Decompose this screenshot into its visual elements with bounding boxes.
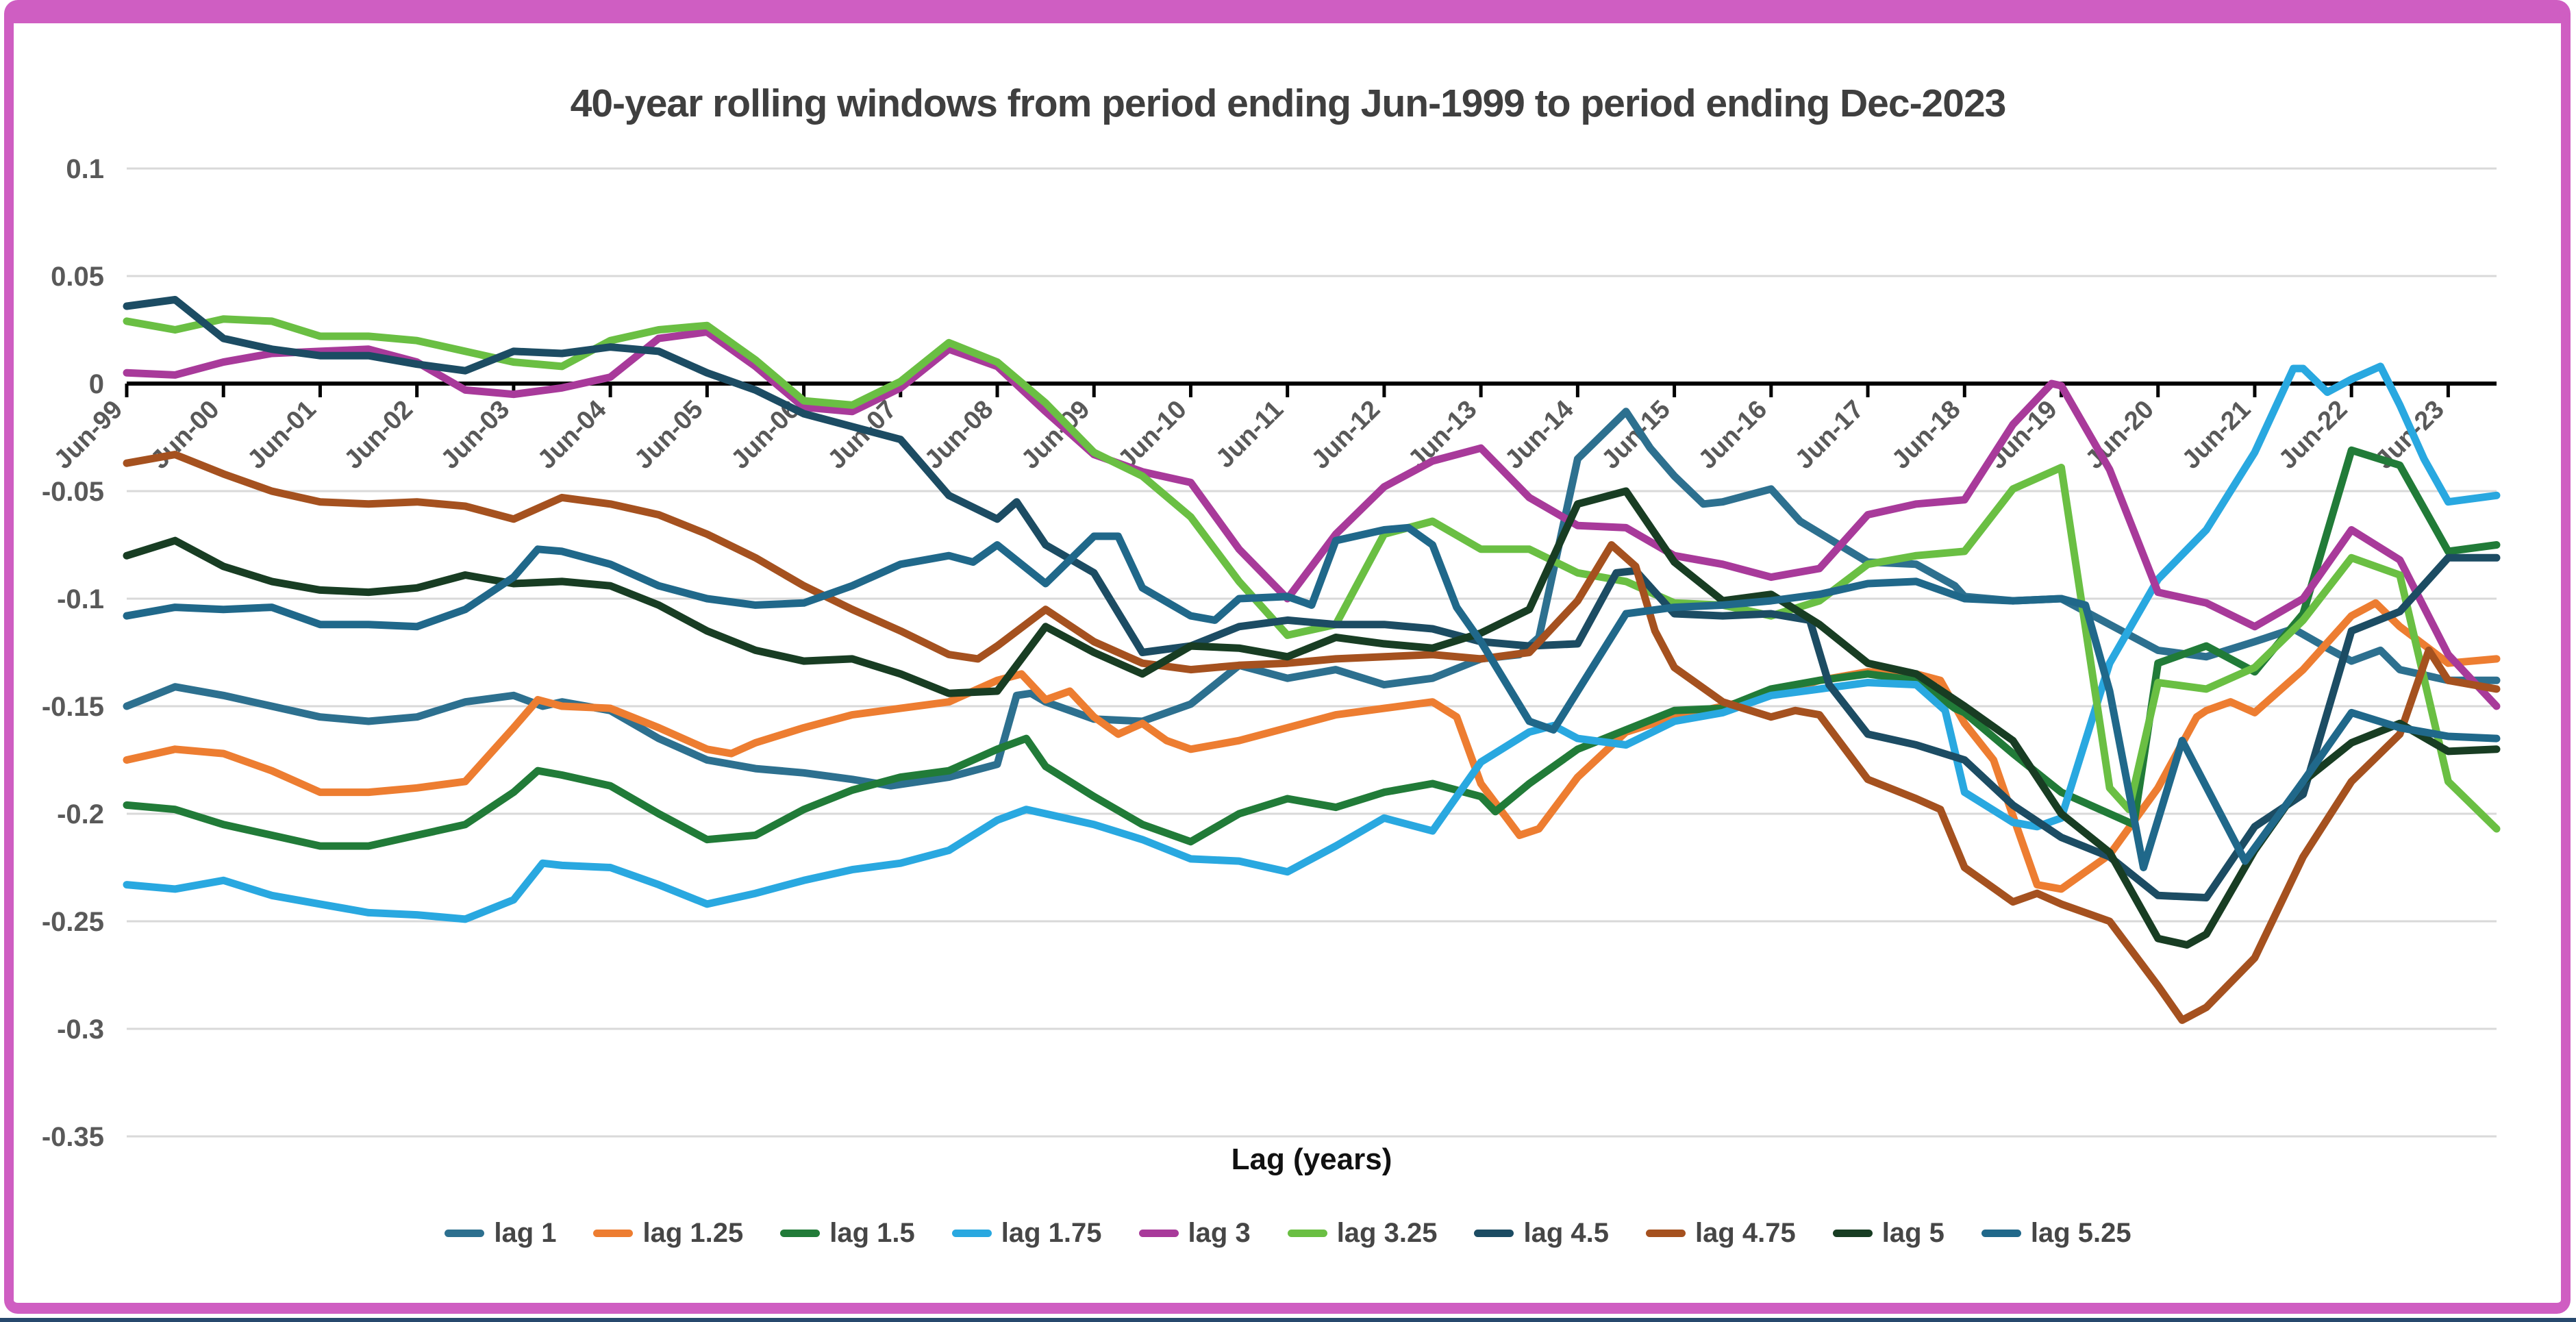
legend-label: lag 3 xyxy=(1188,1218,1251,1248)
legend-swatch xyxy=(951,1230,992,1237)
x-tick-label: Jun-17 xyxy=(1790,395,1869,475)
series-line-lag-3 xyxy=(123,328,2501,710)
legend-label: lag 4.75 xyxy=(1695,1218,1796,1248)
y-tick-label: -0.35 xyxy=(42,1122,104,1152)
legend-label: lag 1.75 xyxy=(1001,1218,1102,1248)
legend-swatch xyxy=(593,1230,634,1237)
window-bottom-edge xyxy=(0,1318,2576,1322)
legend-swatch xyxy=(1287,1230,1327,1237)
legend-item-lag-4-75: lag 4.75 xyxy=(1645,1218,1796,1249)
x-tick-label: Jun-00 xyxy=(145,395,225,475)
x-tick-label: Jun-19 xyxy=(1984,395,2063,475)
series-line-lag-5 xyxy=(123,487,2501,949)
x-tick-label: Jun-11 xyxy=(1210,395,1289,474)
legend-item-lag-1: lag 1 xyxy=(445,1218,556,1249)
x-tick-label: Jun-16 xyxy=(1693,395,1773,475)
legend-swatch xyxy=(445,1230,485,1237)
legend-label: lag 5 xyxy=(1881,1218,1944,1248)
legend-swatch xyxy=(1138,1230,1179,1237)
legend-swatch xyxy=(1474,1230,1514,1237)
series-line-lag-1-5 xyxy=(123,446,2501,850)
x-tick-label: Jun-08 xyxy=(919,395,999,475)
series-line-lag-4-5 xyxy=(123,296,2501,901)
legend-label: lag 1.25 xyxy=(642,1218,744,1248)
x-tick-label: Jun-18 xyxy=(1886,395,1966,475)
legend-item-lag-3-25: lag 3.25 xyxy=(1287,1218,1438,1249)
x-tick-label: Jun-14 xyxy=(1499,395,1579,475)
y-tick-label: 0 xyxy=(89,369,104,399)
y-tick-label: -0.05 xyxy=(42,477,104,507)
y-tick-label: -0.15 xyxy=(42,692,104,722)
legend-swatch xyxy=(780,1230,821,1237)
x-tick-label: Jun-03 xyxy=(436,395,515,475)
legend-item-lag-5: lag 5 xyxy=(1832,1218,1944,1249)
y-axis-labels: 0.1 0.05 0 -0.05 -0.1 -0.15 -0.2 -0.25 -0.3 -0.35 xyxy=(42,154,104,1152)
x-tick-label: Jun-04 xyxy=(532,395,612,475)
y-tick-label: -0.1 xyxy=(57,584,104,614)
gridlines xyxy=(127,167,2497,1138)
x-tick-label: Jun-09 xyxy=(1016,395,1095,475)
legend-label: lag 3.25 xyxy=(1336,1218,1438,1248)
legend-swatch xyxy=(1981,1230,2021,1237)
x-tick-label: Jun-22 xyxy=(2273,395,2353,475)
legend-item-lag-1-25: lag 1.25 xyxy=(593,1218,743,1249)
legend-item-lag-3: lag 3 xyxy=(1138,1218,1251,1249)
legend-swatch xyxy=(1832,1230,1873,1237)
series-line-lag-3-25 xyxy=(123,315,2501,833)
x-tick-label: Jun-05 xyxy=(629,395,708,475)
legend-item-lag-5-25: lag 5.25 xyxy=(1981,1218,2131,1249)
series-line-lag-5-25 xyxy=(123,523,2501,871)
legend-label: lag 4.5 xyxy=(1523,1218,1609,1248)
series-line-lag-1-75 xyxy=(123,362,2501,923)
x-tick-label: Jun-02 xyxy=(339,395,418,475)
x-tick-label: Jun-99 xyxy=(49,395,128,475)
x-tick-label: Jun-01 xyxy=(242,395,322,475)
y-tick-label: 0.05 xyxy=(51,262,104,292)
y-tick-label: -0.3 xyxy=(57,1014,104,1045)
y-tick-label: -0.25 xyxy=(42,907,104,937)
x-tick-label: Jun-13 xyxy=(1403,395,1482,475)
legend-title: Lag (years) xyxy=(1231,1143,1392,1176)
chart-legend: lag 1 lag 1.25 lag 1.5 lag 1.75 lag 3 lag 3.2… xyxy=(82,1218,2494,1249)
legend-label: lag 1.5 xyxy=(829,1218,915,1248)
x-tick-label: Jun-12 xyxy=(1306,395,1386,475)
legend-item-lag-1-75: lag 1.75 xyxy=(951,1218,1102,1249)
legend-item-lag-1-5: lag 1.5 xyxy=(780,1218,915,1249)
legend-label: lag 5.25 xyxy=(2030,1218,2131,1248)
legend-label: lag 1 xyxy=(494,1218,557,1248)
y-tick-label: -0.2 xyxy=(57,799,104,830)
legend-item-lag-4-5: lag 4.5 xyxy=(1474,1218,1609,1249)
y-tick-label: 0.1 xyxy=(66,154,104,184)
legend-swatch xyxy=(1645,1230,1686,1237)
chart-title: 40-year rolling windows from period endi… xyxy=(570,82,2007,125)
series-line-lag-4-75 xyxy=(123,451,2501,1024)
